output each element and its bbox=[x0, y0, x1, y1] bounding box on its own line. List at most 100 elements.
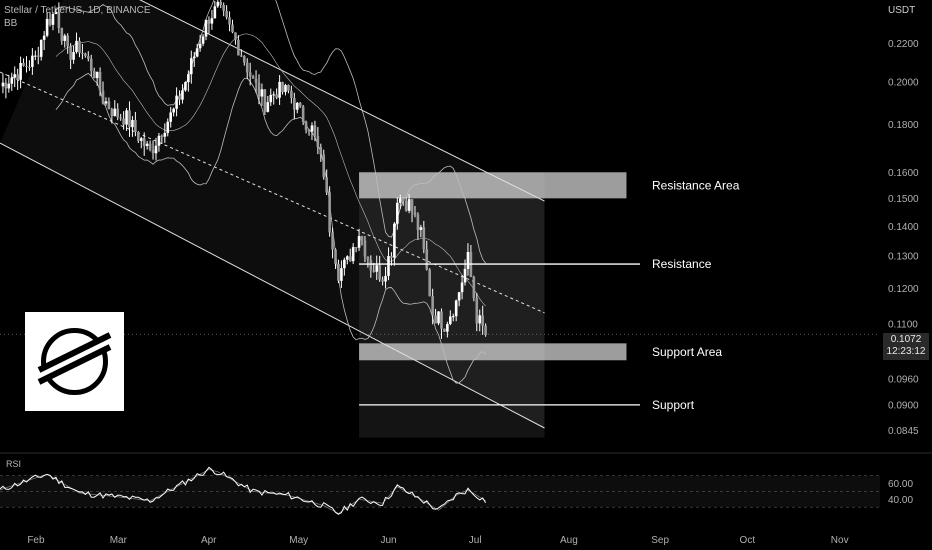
price-axis: 0.2200 0.2000 0.1800 0.1600 0.1500 0.1400 0.13… bbox=[888, 39, 919, 437]
candle-body bbox=[375, 265, 379, 272]
candle-body bbox=[84, 53, 87, 57]
candle-body bbox=[446, 324, 449, 332]
candle-body bbox=[325, 177, 328, 193]
candle-body bbox=[263, 89, 267, 112]
candle-body bbox=[157, 135, 161, 146]
axis-currency: USDT bbox=[888, 5, 916, 16]
candle-body bbox=[360, 236, 364, 241]
candle-body bbox=[419, 227, 423, 230]
candle-body bbox=[60, 27, 64, 41]
x-tick-9: Nov bbox=[831, 535, 849, 546]
candle-body bbox=[322, 154, 326, 178]
indicator-label: BB bbox=[4, 18, 18, 29]
candle-body bbox=[195, 48, 199, 57]
candle-body bbox=[113, 108, 117, 117]
candle-body bbox=[254, 78, 258, 83]
candle-body bbox=[122, 118, 125, 125]
candle-body bbox=[148, 143, 152, 150]
candle-body bbox=[404, 201, 408, 211]
candle-body bbox=[63, 35, 67, 41]
candle-body bbox=[295, 102, 299, 110]
candle-body bbox=[269, 94, 273, 103]
candle-body bbox=[81, 52, 84, 54]
y-tick-5: 0.1400 bbox=[888, 222, 919, 233]
candle-body bbox=[163, 132, 167, 137]
candle-body bbox=[407, 199, 411, 211]
candle-body bbox=[237, 39, 240, 56]
candle-body bbox=[475, 297, 479, 324]
candle-body bbox=[178, 95, 181, 100]
x-tick-6: Aug bbox=[560, 535, 578, 546]
candle-body bbox=[169, 112, 173, 122]
candle-body bbox=[110, 109, 114, 117]
bb-basis bbox=[55, 33, 486, 307]
candle-body bbox=[313, 125, 317, 136]
candle-body bbox=[440, 311, 443, 329]
candle-body bbox=[131, 119, 134, 128]
y-tick-12: 0.0845 bbox=[888, 426, 919, 437]
candle-body bbox=[372, 270, 376, 272]
candle-body bbox=[28, 66, 31, 68]
y-tick-4: 0.1500 bbox=[888, 194, 919, 205]
candle-body bbox=[104, 101, 108, 104]
candle-body bbox=[139, 138, 143, 141]
candle-body bbox=[101, 90, 105, 104]
candle-body bbox=[398, 198, 402, 203]
candle-body bbox=[4, 82, 8, 89]
candle-body bbox=[36, 55, 40, 57]
candle-body bbox=[275, 94, 278, 98]
candle-body bbox=[210, 18, 214, 24]
candle-body bbox=[231, 24, 234, 33]
candle-body bbox=[201, 36, 205, 44]
candle-body bbox=[16, 74, 19, 80]
candle-body bbox=[381, 279, 384, 282]
bb-upper bbox=[55, 0, 486, 264]
candle-body bbox=[190, 58, 193, 75]
x-tick-8: Oct bbox=[740, 535, 756, 546]
candle-body bbox=[92, 70, 96, 79]
candle-body bbox=[284, 85, 287, 93]
candle-body bbox=[266, 102, 270, 112]
zone-label-0: Resistance Area bbox=[652, 178, 740, 192]
candle-body bbox=[319, 147, 323, 155]
candle-body bbox=[228, 17, 231, 25]
candle-body bbox=[248, 72, 252, 77]
x-tick-0: Feb bbox=[27, 535, 45, 546]
candle-body bbox=[45, 18, 49, 36]
candle-body bbox=[337, 263, 340, 281]
candle-body bbox=[125, 110, 128, 125]
candle-body bbox=[78, 40, 81, 53]
candle-body bbox=[451, 316, 455, 318]
candle-body bbox=[222, 4, 225, 11]
x-tick-3: May bbox=[289, 535, 308, 546]
candle-body bbox=[134, 119, 137, 132]
candle-body bbox=[207, 19, 211, 24]
countdown-timer: 12:23:12 bbox=[886, 346, 926, 357]
candle-body bbox=[298, 102, 302, 107]
x-tick-1: Mar bbox=[110, 535, 128, 546]
candle-body bbox=[95, 71, 99, 79]
candle-body bbox=[192, 56, 196, 59]
candle-body bbox=[434, 315, 437, 324]
candle-body bbox=[457, 292, 461, 301]
candle-body bbox=[57, 11, 61, 28]
candle-body bbox=[422, 227, 426, 250]
candle-body bbox=[413, 212, 417, 215]
candle-body bbox=[257, 82, 261, 97]
y-tick-3: 0.1600 bbox=[888, 168, 919, 179]
candle-body bbox=[304, 121, 308, 131]
candle-body bbox=[187, 74, 190, 83]
candle-body bbox=[198, 43, 202, 49]
candle-body bbox=[13, 74, 17, 78]
candle-body bbox=[219, 1, 223, 5]
level-label-1: Support bbox=[652, 398, 695, 412]
candle-body bbox=[86, 56, 90, 59]
candle-body bbox=[10, 77, 14, 84]
candle-body bbox=[387, 256, 390, 276]
candle-body bbox=[290, 90, 293, 99]
candle-body bbox=[281, 81, 284, 93]
candle-body bbox=[160, 135, 164, 137]
candle-body bbox=[293, 98, 296, 110]
candle-body bbox=[72, 51, 75, 60]
